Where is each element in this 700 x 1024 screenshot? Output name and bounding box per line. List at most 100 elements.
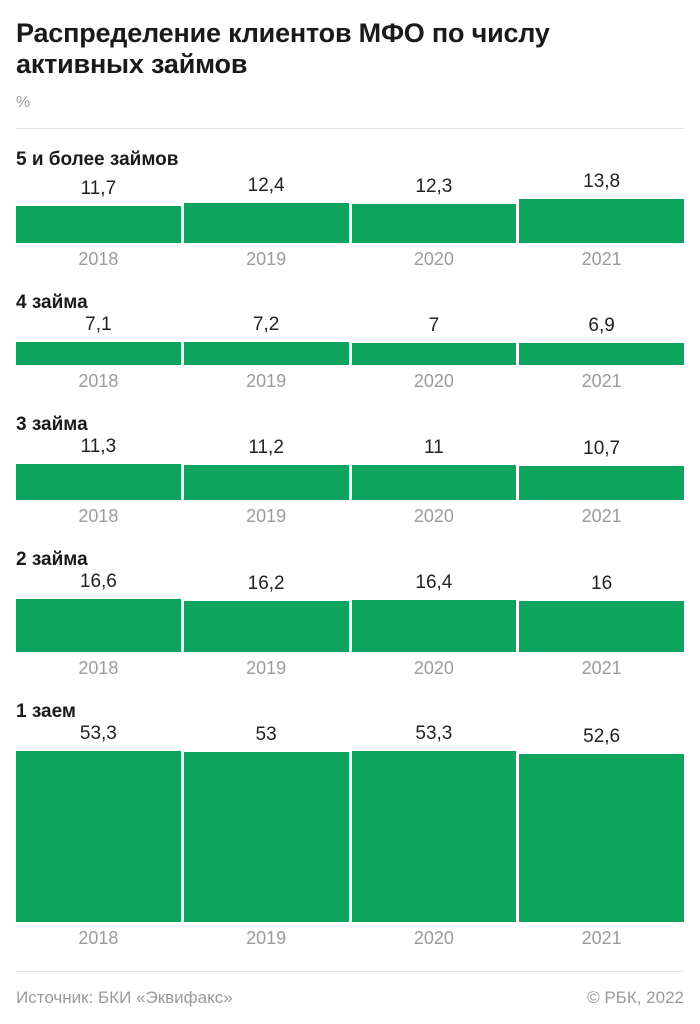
bar [519, 753, 684, 922]
year-label: 2020 [413, 928, 454, 948]
value-label: 16 [591, 573, 613, 595]
bar [183, 600, 349, 653]
value-label: 11,2 [248, 436, 284, 458]
year-label: 2021 [581, 506, 622, 527]
source-label: Источник: БКИ «Эквифакс» [16, 988, 233, 1007]
bar [16, 599, 181, 653]
value-label: 7 [428, 314, 440, 336]
bar-cell: 16 [519, 573, 684, 653]
year-label: 2019 [246, 506, 287, 527]
bar-cell: 7,1 [16, 314, 181, 366]
bar-group: 3 займа 11,3 11,2 11 10,7 2018 2019 2020 2021 [16, 414, 684, 527]
page-title: Распределение клиентов МФО по числу акти… [16, 18, 550, 79]
unit-label: % [16, 94, 31, 111]
bars-row: 11,7 12,4 12,3 13,8 [16, 171, 684, 244]
top-divider [16, 128, 684, 129]
years-row: 2018 2019 2020 2021 [16, 506, 684, 527]
bar-group: 5 и более займов 11,7 12,4 12,3 13,8 2018 20… [16, 149, 684, 270]
bar [16, 464, 181, 501]
group-label: 2 займа [16, 549, 88, 571]
year-label: 2019 [246, 371, 287, 392]
bar-cell: 16,2 [183, 572, 349, 653]
value-label: 52,6 [583, 725, 621, 747]
bar-cell: 11,7 [16, 177, 181, 244]
bar-cell: 16,4 [351, 571, 517, 653]
bottom-divider [16, 971, 684, 972]
year-label: 2019 [246, 928, 287, 948]
bar [519, 601, 684, 653]
bar-cell: 12,3 [351, 175, 517, 244]
bar-cell: 11,3 [16, 436, 181, 501]
bar [351, 465, 517, 501]
year-label: 2020 [413, 371, 454, 392]
group-label: 1 заем [16, 701, 76, 723]
value-label: 16,6 [79, 571, 117, 593]
bar-group: 2 займа 16,6 16,2 16,4 16 2018 2019 2020 2021 [16, 549, 684, 679]
group-label: 4 займа [16, 292, 88, 314]
value-label: 10,7 [583, 438, 621, 460]
bar-cell: 7,2 [183, 314, 349, 366]
bar [183, 464, 349, 501]
year-label: 2021 [581, 249, 622, 270]
year-label: 2021 [581, 658, 622, 679]
value-label: 11,7 [80, 177, 117, 199]
bar [351, 203, 517, 244]
group-label: 5 и более займов [16, 149, 179, 170]
year-label: 2020 [413, 249, 454, 270]
copyright-label: © РБК, 2022 [587, 988, 684, 1007]
bar-cell: 16,6 [16, 571, 181, 653]
year-label: 2020 [413, 658, 454, 679]
bar [16, 342, 181, 366]
bars-row: 53,3 53 53,3 52,6 [16, 723, 684, 922]
value-label: 12,3 [415, 175, 453, 197]
year-label: 2019 [246, 249, 287, 270]
group-label: 3 займа [16, 414, 88, 436]
bar [183, 752, 349, 922]
value-label: 7,1 [85, 314, 112, 336]
bar [351, 599, 517, 653]
years-row: 2018 2019 2020 2021 [16, 928, 684, 949]
bar-cell: 53,3 [351, 723, 517, 922]
value-label: 16,4 [415, 571, 453, 593]
year-label: 2018 [78, 658, 119, 679]
bar [519, 199, 684, 244]
bar [519, 466, 684, 501]
year-label: 2019 [246, 658, 287, 679]
bar-cell: 53 [183, 724, 349, 922]
year-label: 2018 [78, 928, 119, 948]
bar-cell: 10,7 [519, 438, 684, 501]
value-label: 53,3 [415, 723, 453, 745]
bars-row: 7,1 7,2 7 6,9 [16, 314, 684, 366]
bar-cell: 12,4 [183, 175, 349, 244]
years-row: 2018 2019 2020 2021 [16, 658, 684, 679]
year-label: 2018 [78, 371, 119, 392]
bar-group: 4 займа 7,1 7,2 7 6,9 2018 2019 2020 2021 [16, 292, 684, 392]
year-label: 2021 [581, 371, 622, 392]
bar-cell: 6,9 [519, 315, 684, 366]
year-label: 2018 [78, 506, 119, 527]
years-row: 2018 2019 2020 2021 [16, 249, 684, 270]
bar-cell: 7 [351, 314, 517, 366]
year-label: 2021 [581, 928, 622, 948]
value-label: 7,2 [252, 314, 280, 336]
bar [16, 205, 181, 244]
bar-cell: 13,8 [519, 171, 684, 244]
bar-cell: 11 [351, 437, 517, 501]
year-label: 2018 [78, 249, 119, 270]
bar [183, 203, 349, 244]
value-label: 16,2 [247, 572, 285, 594]
bars-row: 11,3 11,2 11 10,7 [16, 436, 684, 501]
value-label: 12,4 [247, 175, 285, 197]
bar-cell: 53,3 [16, 723, 181, 922]
years-row: 2018 2019 2020 2021 [16, 371, 684, 392]
bar-group: 1 заем 53,3 53 53,3 52,6 2018 2019 2020 2021 [16, 701, 684, 949]
bar [16, 751, 181, 922]
bar [183, 342, 349, 366]
value-label: 53 [255, 724, 277, 746]
bars-row: 16,6 16,2 16,4 16 [16, 571, 684, 653]
bar-cell: 52,6 [519, 726, 684, 922]
bar-cell: 11,2 [183, 436, 349, 501]
value-label: 11,3 [80, 436, 117, 458]
footer: Источник: БКИ «Эквифакс» © РБК, 2022 [16, 988, 684, 1008]
